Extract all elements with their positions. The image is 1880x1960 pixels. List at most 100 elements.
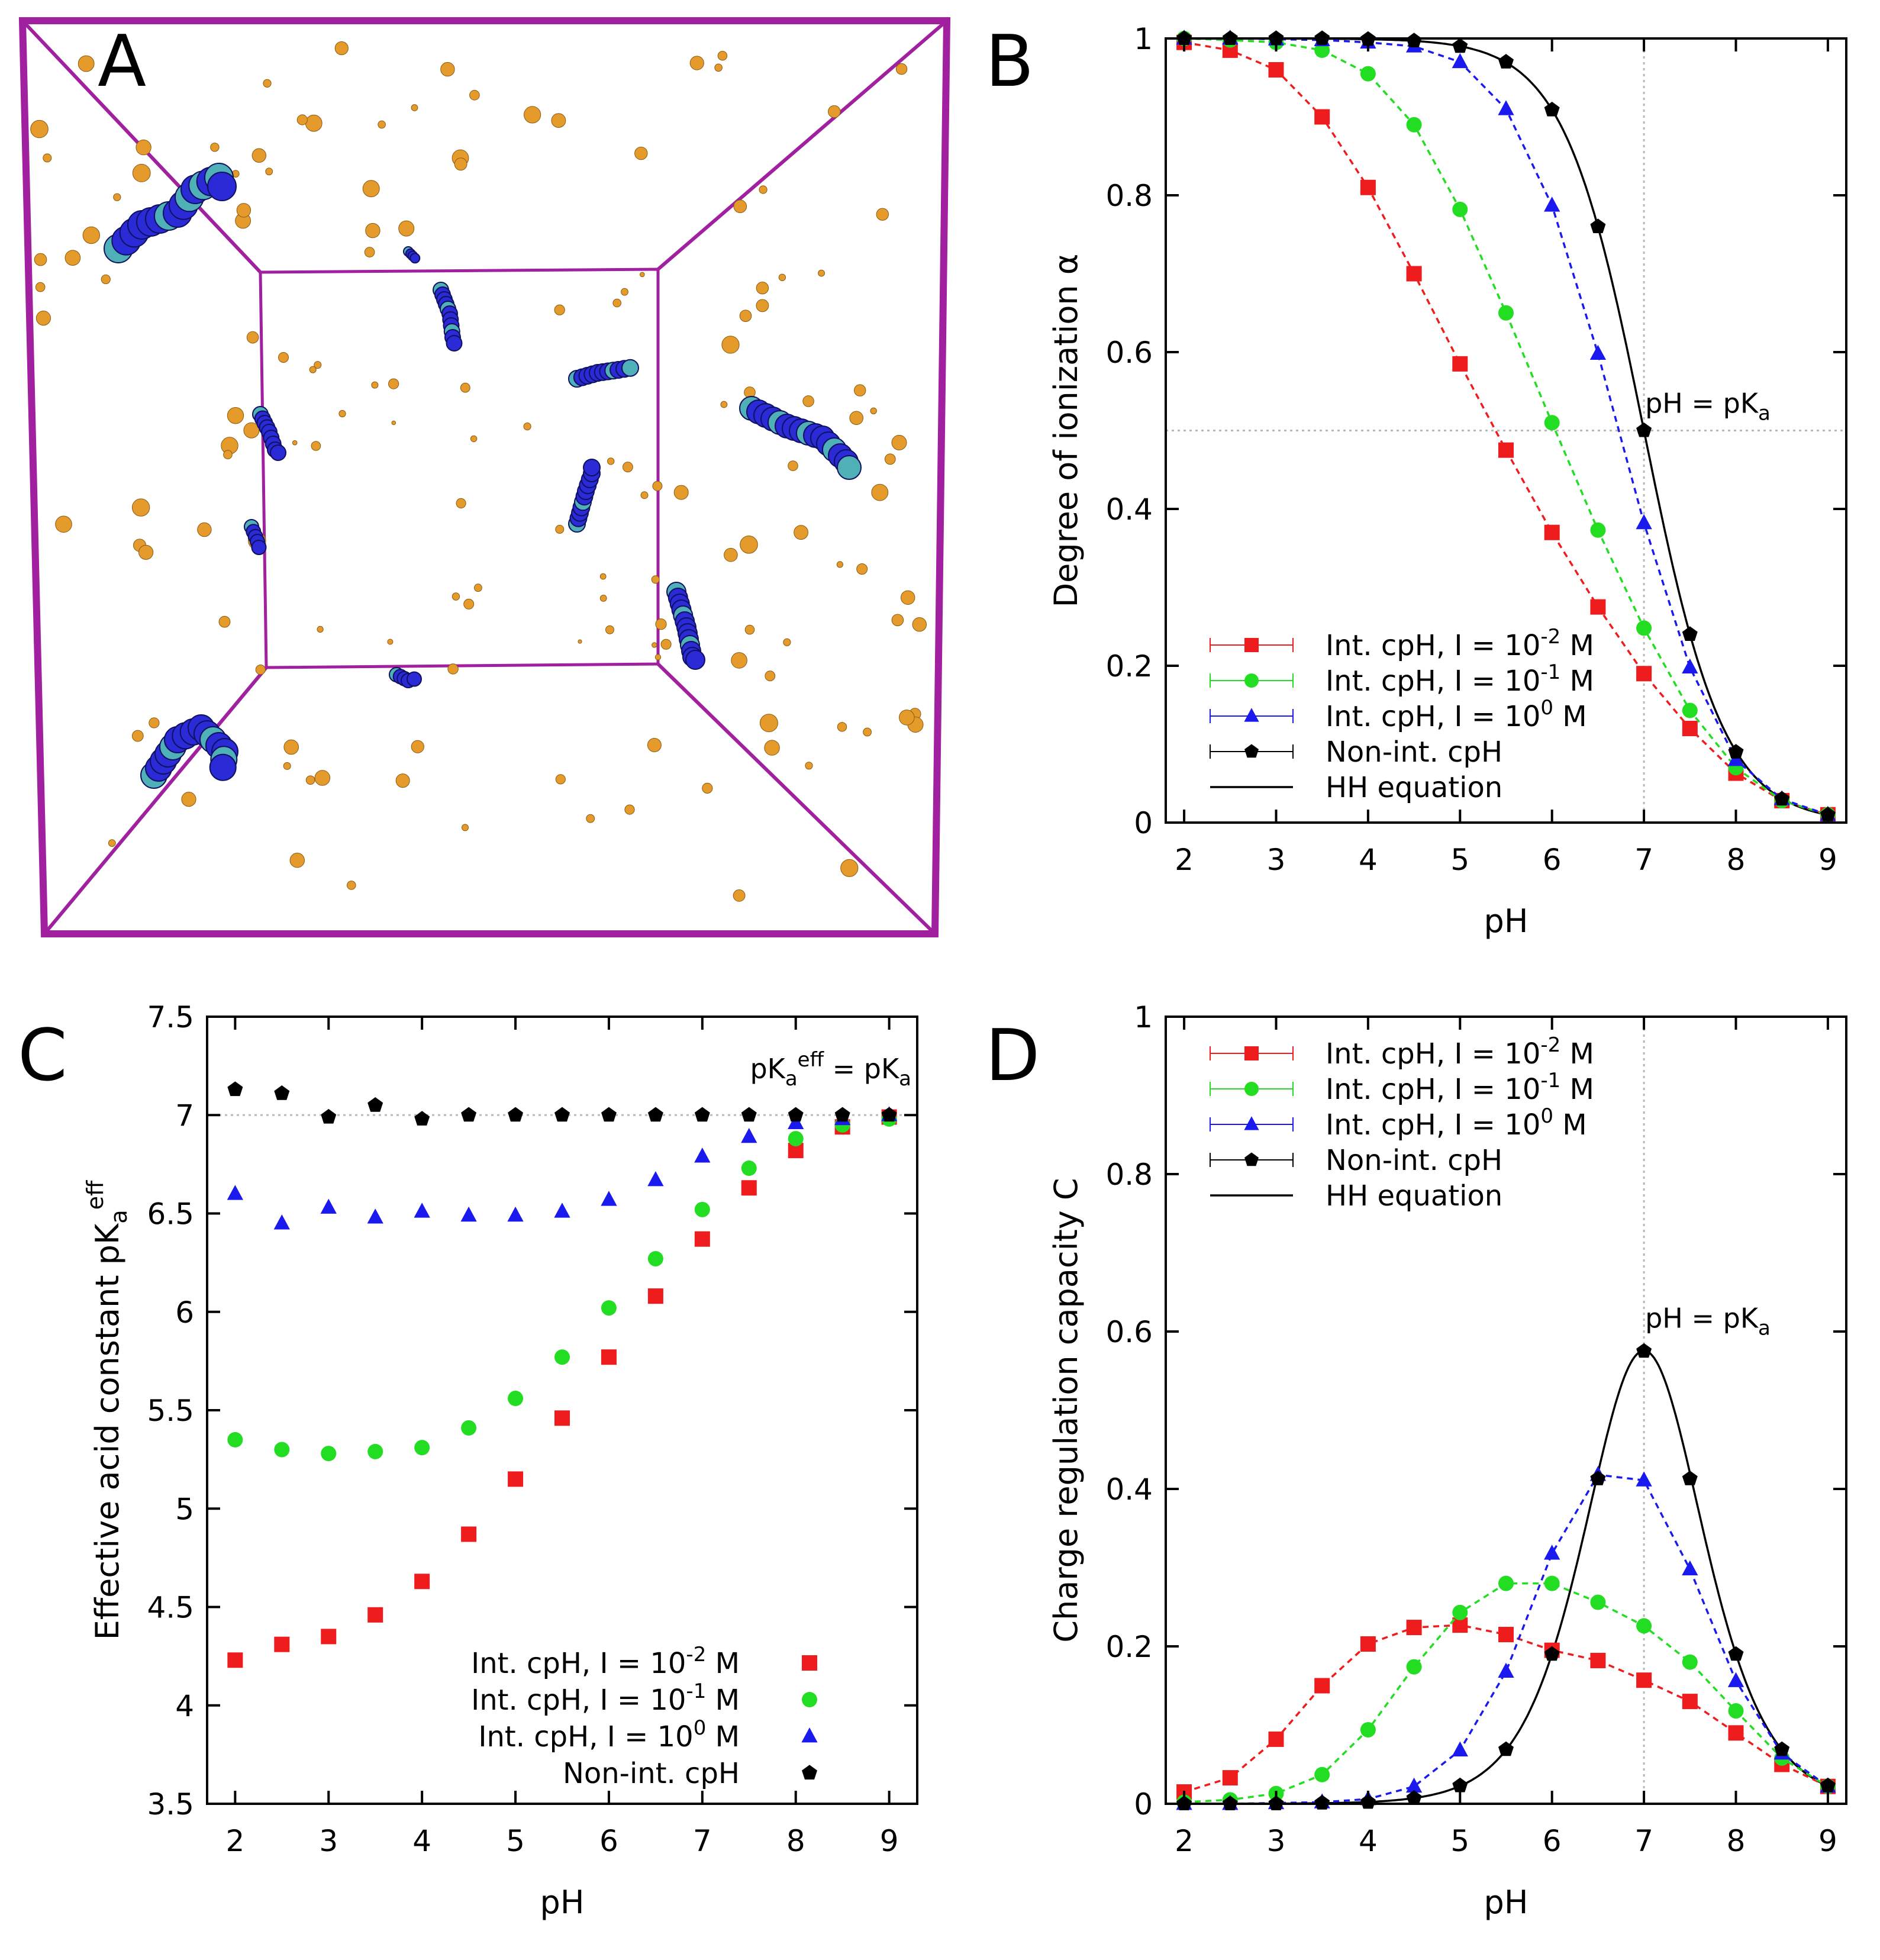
counterion	[365, 223, 380, 238]
counterion	[391, 420, 396, 425]
polymer-chain	[244, 519, 267, 555]
data-point	[788, 1107, 804, 1122]
x-tick-label: 9	[1818, 843, 1837, 877]
data-point	[1498, 1662, 1514, 1678]
counterion	[305, 775, 315, 785]
counterion	[463, 598, 475, 610]
counterion	[78, 55, 95, 72]
counterion	[296, 114, 308, 125]
data-point	[460, 1206, 477, 1222]
counterion	[912, 617, 927, 632]
data-point	[1314, 1795, 1330, 1810]
counterion	[733, 889, 746, 902]
data-point	[834, 1107, 850, 1122]
y-tick-label: 0.6	[1105, 1315, 1153, 1349]
data-point	[1636, 422, 1652, 437]
counterion	[378, 120, 386, 129]
polymer-chain	[104, 163, 237, 263]
data-point	[1682, 626, 1698, 641]
y-tick-label: 6.5	[147, 1197, 194, 1232]
data-point	[321, 1108, 337, 1124]
counterion	[756, 282, 769, 295]
legend-label: Int. cpH, I = 10-1 M	[1326, 1069, 1594, 1106]
counterion	[634, 146, 648, 160]
counterion	[640, 491, 649, 499]
counterion	[108, 839, 116, 847]
data-point	[1590, 599, 1606, 615]
counterion	[554, 304, 565, 315]
data-point	[1590, 1594, 1606, 1610]
polymer-chain	[433, 282, 463, 352]
counterion	[278, 352, 289, 363]
data-point	[647, 1171, 664, 1187]
data-point	[1682, 1560, 1698, 1576]
counterion	[338, 410, 346, 418]
counterion	[854, 384, 866, 396]
data-point	[1406, 117, 1422, 133]
counterion	[311, 441, 321, 451]
panel-label-c: C	[18, 1015, 67, 1097]
x-tick-label: 9	[1818, 1824, 1837, 1858]
x-tick-label: 5	[1450, 843, 1469, 877]
data-point	[1452, 1741, 1468, 1756]
counterion	[652, 481, 663, 491]
x-tick-label: 7	[693, 1824, 712, 1858]
data-point	[1590, 1471, 1606, 1485]
data-point	[694, 1107, 710, 1122]
data-point	[1406, 266, 1422, 282]
y-tick-label: 0.2	[1105, 649, 1153, 684]
x-tick-label: 3	[1267, 1824, 1286, 1858]
counterion	[469, 90, 480, 101]
polymer-chains	[104, 163, 862, 789]
counterion	[347, 881, 356, 890]
data-point	[1406, 1620, 1422, 1636]
x-tick-label: 6	[1543, 843, 1562, 877]
data-point	[1452, 356, 1468, 372]
data-point	[1222, 1770, 1238, 1786]
plot-frame	[1165, 1016, 1847, 1805]
data-point	[801, 1727, 818, 1743]
counterion	[132, 164, 151, 182]
counterion	[744, 624, 755, 635]
monomer-bead	[270, 444, 286, 461]
x-tick-label: 5	[1450, 1824, 1469, 1858]
monomer-bead	[685, 650, 705, 670]
data-point	[1636, 1672, 1652, 1688]
counterion	[55, 515, 72, 533]
data-point	[1636, 620, 1652, 636]
data-point	[1314, 1766, 1330, 1782]
data-point	[1636, 1618, 1652, 1634]
counterion	[334, 41, 349, 56]
counterion	[702, 782, 713, 794]
data-point	[647, 1288, 663, 1304]
x-tick-label: 6	[1543, 1824, 1562, 1858]
data-point	[788, 1131, 804, 1147]
data-point	[1728, 744, 1744, 759]
data-point	[1406, 1659, 1422, 1675]
x-tick-label: 7	[1634, 1824, 1653, 1858]
data-point	[414, 1111, 430, 1126]
data-point	[508, 1107, 523, 1122]
counterion	[460, 382, 470, 393]
data-point	[802, 1765, 817, 1780]
counterion	[210, 143, 220, 152]
counterion	[395, 773, 410, 788]
data-point	[1268, 1731, 1284, 1747]
counterion	[837, 722, 847, 732]
data-point	[1727, 1672, 1744, 1687]
counterion	[251, 148, 266, 163]
counterion	[551, 113, 566, 128]
monomer-bead	[209, 753, 237, 781]
series-line-green	[1184, 1582, 1829, 1804]
y-tick-label: 4.5	[147, 1591, 194, 1625]
monomer-bead	[407, 671, 422, 687]
data-point	[1774, 791, 1790, 806]
counterion	[440, 62, 455, 77]
data-point	[1314, 42, 1330, 58]
y-tick-label: 0.2	[1105, 1630, 1153, 1664]
legend-label: Non-int. cpH	[1326, 1144, 1502, 1177]
counterion	[733, 199, 747, 214]
data-point	[1244, 1116, 1259, 1130]
data-point	[1360, 179, 1376, 195]
counterion	[243, 422, 260, 439]
